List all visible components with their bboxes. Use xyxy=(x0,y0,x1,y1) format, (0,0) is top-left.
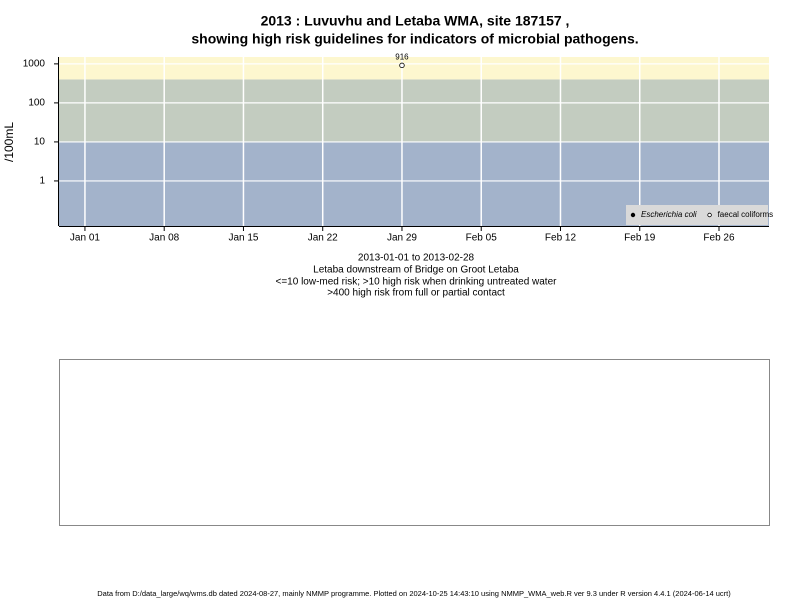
y-tick-label: 1000 xyxy=(23,59,46,70)
legend-marker xyxy=(630,212,636,218)
chart-title: 2013 : Luvuvhu and Letaba WMA, site 1871… xyxy=(261,13,570,29)
footer: Data from D:/data_large/wq/wms.db dated … xyxy=(97,589,731,598)
x-tick-label: Jan 15 xyxy=(228,233,258,244)
data-point xyxy=(399,62,405,69)
chart-subtitle: 2013-01-01 to 2013-02-28 xyxy=(358,253,475,264)
chart-title: showing high risk guidelines for indicat… xyxy=(191,31,638,47)
data-label: 916 xyxy=(395,52,409,61)
x-tick-label: Feb 19 xyxy=(624,233,656,244)
y-tick-label: 1 xyxy=(39,176,45,187)
chart-subtitle: >400 high risk from full or partial cont… xyxy=(327,288,505,299)
legend-box xyxy=(626,205,768,225)
y-tick-label: 100 xyxy=(28,98,45,109)
y-tick-label: 10 xyxy=(34,137,46,148)
legend-label: faecal coliforms xyxy=(718,210,774,219)
y-axis-label: /100mL xyxy=(2,122,16,162)
x-tick-label: Jan 22 xyxy=(308,233,338,244)
legend-label: Escherichia coli xyxy=(641,210,697,219)
empty-panel xyxy=(59,359,770,526)
risk-band xyxy=(59,57,769,80)
chart-subtitle: <=10 low-med risk; >10 high risk when dr… xyxy=(276,277,558,288)
x-tick-label: Feb 26 xyxy=(703,233,735,244)
risk-band xyxy=(59,79,769,142)
chart-subtitle: Letaba downstream of Bridge on Groot Let… xyxy=(313,265,519,276)
x-tick-label: Feb 12 xyxy=(545,233,577,244)
x-tick-label: Feb 05 xyxy=(466,233,498,244)
x-tick-label: Jan 08 xyxy=(149,233,179,244)
legend-marker xyxy=(707,212,712,218)
x-tick-label: Jan 29 xyxy=(387,233,417,244)
x-tick-label: Jan 01 xyxy=(70,233,100,244)
